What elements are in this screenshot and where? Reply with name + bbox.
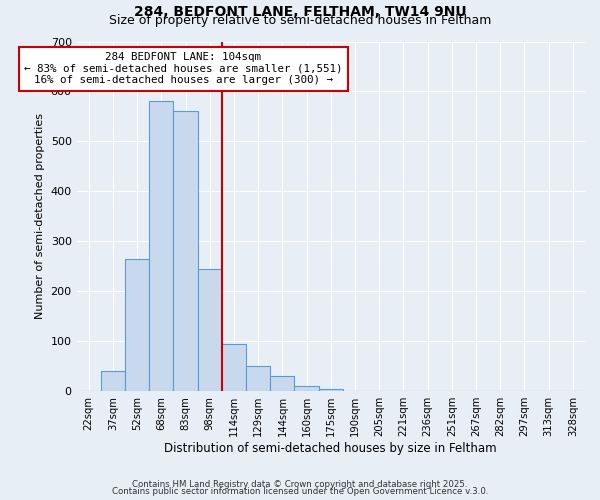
Text: Contains public sector information licensed under the Open Government Licence v.: Contains public sector information licen…: [112, 487, 488, 496]
Text: Contains HM Land Registry data © Crown copyright and database right 2025.: Contains HM Land Registry data © Crown c…: [132, 480, 468, 489]
Bar: [270, 376, 295, 391]
Text: Size of property relative to semi-detached houses in Feltham: Size of property relative to semi-detach…: [109, 14, 491, 27]
Bar: [295, 386, 319, 391]
Bar: [101, 371, 125, 391]
Bar: [197, 269, 222, 391]
X-axis label: Distribution of semi-detached houses by size in Feltham: Distribution of semi-detached houses by …: [164, 442, 497, 455]
Bar: [222, 344, 246, 391]
Text: 284 BEDFONT LANE: 104sqm
← 83% of semi-detached houses are smaller (1,551)
16% o: 284 BEDFONT LANE: 104sqm ← 83% of semi-d…: [24, 52, 343, 85]
Y-axis label: Number of semi-detached properties: Number of semi-detached properties: [35, 114, 45, 320]
Bar: [319, 388, 343, 391]
Bar: [246, 366, 270, 391]
Bar: [149, 102, 173, 391]
Bar: [125, 259, 149, 391]
Text: 284, BEDFONT LANE, FELTHAM, TW14 9NU: 284, BEDFONT LANE, FELTHAM, TW14 9NU: [134, 5, 466, 19]
Bar: [173, 112, 197, 391]
